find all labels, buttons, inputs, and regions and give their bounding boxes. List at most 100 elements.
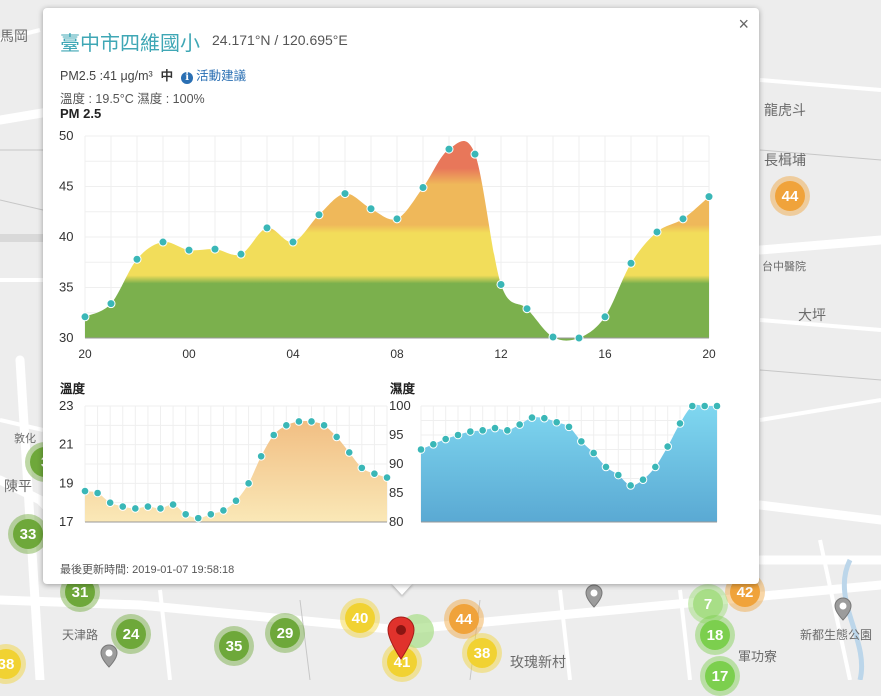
data-point[interactable] [678,214,688,224]
data-point[interactable] [210,244,220,254]
data-point[interactable] [131,504,140,513]
data-point[interactable] [168,500,178,509]
aqi-marker[interactable]: 40 [340,598,380,638]
data-point[interactable] [93,488,102,498]
data-point[interactable] [357,463,367,473]
data-point[interactable] [206,509,216,519]
data-point[interactable] [503,426,512,435]
data-point[interactable] [344,448,354,457]
data-point[interactable] [600,312,610,322]
aqi-marker[interactable]: 18 [695,615,735,655]
data-point[interactable] [577,437,586,446]
data-point[interactable] [441,434,450,444]
data-point[interactable] [626,258,636,268]
data-point[interactable] [712,401,722,411]
data-point[interactable] [522,304,532,314]
data-point[interactable] [552,417,561,427]
data-point[interactable] [638,475,648,484]
data-point[interactable] [527,413,537,422]
data-point[interactable] [256,451,266,461]
data-point[interactable] [444,144,454,154]
selected-location-pin-icon[interactable] [386,616,416,660]
data-point[interactable] [574,333,584,343]
data-point[interactable] [314,210,324,220]
data-point[interactable] [626,481,635,490]
data-point[interactable] [340,189,350,199]
data-point[interactable] [269,430,279,440]
data-point[interactable] [490,423,500,433]
data-point[interactable] [704,192,714,202]
data-point[interactable] [418,183,428,193]
data-point[interactable] [614,470,623,480]
map-pin-icon[interactable] [585,584,603,608]
data-point[interactable] [453,430,463,440]
data-point[interactable] [282,421,291,430]
data-point[interactable] [466,427,475,436]
data-point[interactable] [118,502,128,511]
aqi-marker[interactable]: 17 [700,656,740,696]
popup-tip [391,583,413,595]
data-point[interactable] [288,237,298,247]
close-icon[interactable]: × [738,14,749,34]
pm25-chart[interactable]: 30 35 40 45 50 20 00 04 08 12 16 20 [43,118,759,368]
data-point[interactable] [700,401,709,411]
data-point[interactable] [370,469,379,478]
aqi-marker[interactable]: 38 [0,644,26,684]
map-pin-icon[interactable] [100,644,118,668]
aqi-marker[interactable]: 44 [444,599,484,639]
data-point[interactable] [478,426,487,435]
data-point[interactable] [184,245,194,255]
data-point[interactable] [143,502,153,511]
data-point[interactable] [515,420,524,429]
humidity-chart[interactable]: 80 85 90 95 100 [389,396,729,531]
data-point[interactable] [429,439,438,449]
aqi-marker[interactable]: 7 [688,584,728,624]
data-point[interactable] [688,401,697,411]
data-point[interactable] [470,149,480,159]
data-point[interactable] [496,279,506,289]
data-point[interactable] [294,417,304,426]
x-tick-label: 00 [182,347,196,361]
data-point[interactable] [262,223,272,233]
temperature-chart[interactable]: 17 19 21 23 [43,396,393,531]
aqi-marker[interactable]: 38 [462,633,502,673]
data-point[interactable] [675,419,685,428]
data-point[interactable] [80,312,90,322]
data-point[interactable] [307,417,316,426]
data-point[interactable] [80,486,90,496]
aqi-marker[interactable]: 29 [265,613,305,653]
data-point[interactable] [156,504,165,513]
data-point[interactable] [366,204,376,214]
data-point[interactable] [193,513,203,523]
aqi-marker[interactable]: 35 [214,626,254,666]
map-pin-icon[interactable] [834,597,852,621]
data-point[interactable] [651,462,660,472]
data-point[interactable] [106,299,116,309]
aqi-marker[interactable]: 33 [8,514,48,554]
aqi-marker[interactable]: 44 [770,176,810,216]
data-point[interactable] [244,479,253,488]
data-point[interactable] [319,421,329,430]
data-point[interactable] [548,332,558,342]
data-point[interactable] [564,422,574,432]
activity-advice-link[interactable]: 活動建議 [196,69,247,83]
data-point[interactable] [382,473,392,482]
data-point[interactable] [219,506,228,515]
data-point[interactable] [231,496,241,506]
data-point[interactable] [416,445,426,454]
data-point[interactable] [158,237,168,247]
data-point[interactable] [105,498,115,507]
data-point[interactable] [236,249,246,259]
data-point[interactable] [652,227,662,237]
data-point[interactable] [132,254,142,264]
data-point[interactable] [663,442,672,451]
data-point[interactable] [540,413,549,423]
data-point[interactable] [392,214,402,224]
data-point[interactable] [601,462,611,472]
aqi-marker[interactable]: 24 [111,614,151,654]
data-point[interactable] [332,432,341,442]
place-label: 新都生態公園 [800,628,873,642]
data-point[interactable] [181,509,190,519]
data-point[interactable] [589,448,598,458]
info-icon[interactable]: i [181,72,194,84]
